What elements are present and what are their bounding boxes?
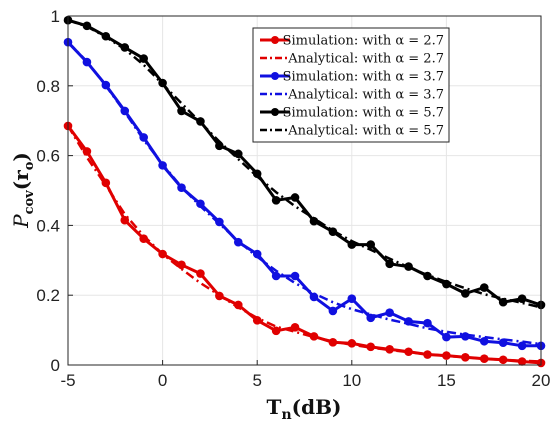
- data-point: [328, 227, 338, 236]
- data-point: [517, 341, 527, 351]
- data-point: [233, 149, 243, 159]
- data-point: [404, 347, 413, 357]
- y-axis-label-arg-sub: o: [22, 161, 37, 170]
- data-point: [479, 336, 489, 346]
- x-tick-label: 5: [252, 371, 261, 390]
- x-tick-label: 0: [158, 371, 167, 390]
- data-point: [252, 316, 262, 325]
- data-point: [517, 294, 527, 303]
- series-line: [67, 19, 542, 309]
- x-tick-label: 10: [342, 371, 361, 390]
- data-point: [366, 342, 376, 352]
- data-point: [309, 292, 319, 302]
- series-0: [63, 121, 546, 368]
- data-point: [215, 141, 224, 151]
- y-tick-label: 0.6: [36, 147, 60, 166]
- legend-marker: [271, 36, 279, 44]
- y-tick-label: 1: [51, 7, 60, 26]
- data-point: [177, 260, 186, 270]
- x-tick-label: 20: [532, 371, 550, 390]
- data-point: [328, 306, 338, 316]
- data-point: [366, 240, 376, 249]
- data-point: [385, 259, 394, 269]
- data-point: [196, 269, 205, 278]
- x-axis-label-unit: (dB): [292, 395, 342, 419]
- legend-label: Analytical: with α = 2.7: [287, 52, 444, 67]
- legend-label: Analytical: with α = 3.7: [287, 88, 444, 103]
- y-axis-label-sub: cov: [22, 190, 37, 215]
- data-point: [442, 332, 451, 342]
- data-point: [271, 326, 281, 336]
- y-tick-label: 0: [51, 356, 60, 375]
- data-point: [215, 217, 224, 227]
- data-point: [290, 271, 300, 281]
- data-point: [196, 199, 205, 209]
- data-point: [290, 193, 300, 202]
- legend-item: Analytical: with α = 3.7: [260, 88, 444, 103]
- legend: Simulation: with α = 2.7 Analytical: with…: [252, 27, 450, 143]
- data-point: [252, 169, 262, 179]
- data-point: [498, 297, 508, 307]
- series-5: [67, 19, 542, 309]
- series-line: [67, 41, 542, 346]
- legend-label: Simulation: with α = 5.7: [283, 106, 444, 121]
- data-point: [423, 350, 432, 359]
- data-point: [271, 195, 281, 205]
- y-axis-label-main: P: [9, 214, 33, 229]
- y-axis-label: Pcov(ro): [9, 152, 37, 229]
- data-point: [479, 354, 489, 364]
- legend-marker: [271, 108, 279, 116]
- y-axis-label-close: ): [9, 152, 33, 161]
- y-axis-ticks: 0 0.2 0.4 0.6 0.8 1: [36, 7, 73, 375]
- series-layer: [63, 15, 546, 368]
- y-axis-label-arg: (r: [9, 170, 33, 190]
- data-point: [385, 344, 394, 354]
- data-point: [442, 351, 451, 360]
- legend-item: Analytical: with α = 5.7: [260, 124, 444, 139]
- data-point: [461, 332, 470, 341]
- legend-label: Simulation: with α = 3.7: [283, 70, 444, 85]
- x-axis-ticks: -5 0 5 10 15 20: [60, 360, 550, 390]
- y-tick-label: 0.4: [36, 216, 60, 235]
- data-point: [461, 289, 470, 298]
- plot-frame: [67, 15, 542, 366]
- data-point: [177, 106, 186, 116]
- data-point: [328, 338, 338, 347]
- x-axis-label-sub: n: [281, 407, 291, 423]
- x-tick-label: 15: [437, 371, 456, 390]
- series-3: [67, 41, 542, 346]
- x-tick-label: -5: [60, 371, 75, 390]
- data-point: [271, 271, 281, 281]
- y-tick-label: 0.2: [36, 286, 60, 305]
- data-point: [290, 323, 300, 332]
- legend-item: Simulation: with α = 3.7: [260, 70, 444, 85]
- series-line: [66, 125, 542, 363]
- data-point: [139, 54, 148, 63]
- legend-box: [252, 27, 450, 143]
- y-tick-label: 0.8: [36, 77, 60, 96]
- data-point: [309, 216, 319, 226]
- x-axis-label-main: T: [267, 395, 282, 419]
- data-point: [479, 283, 489, 292]
- legend-marker: [271, 72, 279, 80]
- legend-label: Simulation: with α = 2.7: [283, 34, 444, 49]
- series-1: [66, 125, 542, 363]
- data-point: [347, 294, 357, 303]
- legend-label: Analytical: with α = 5.7: [287, 124, 444, 139]
- data-point: [385, 308, 394, 317]
- legend-item: Simulation: with α = 5.7: [260, 106, 444, 121]
- x-axis-label: Tn(dB): [267, 395, 342, 423]
- legend-item: Analytical: with α = 2.7: [260, 52, 444, 67]
- legend-item: Simulation: with α = 2.7: [260, 34, 444, 49]
- data-point: [461, 353, 470, 362]
- data-point: [517, 357, 527, 366]
- data-point: [423, 318, 432, 328]
- data-point: [498, 355, 508, 365]
